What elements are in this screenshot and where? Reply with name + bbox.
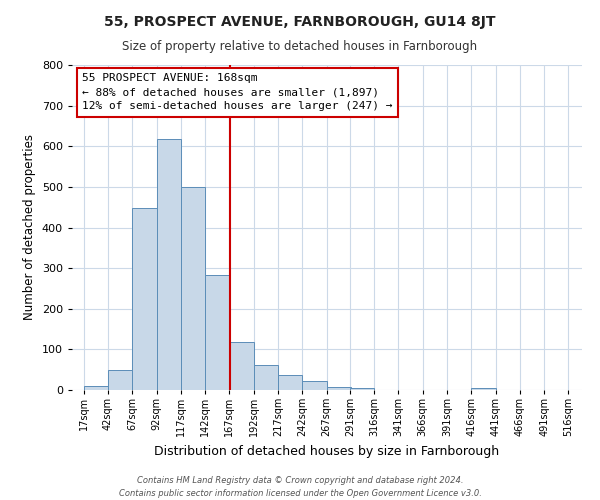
Bar bbox=[108, 370, 132, 390]
Bar bbox=[181, 187, 205, 390]
Y-axis label: Number of detached properties: Number of detached properties bbox=[23, 134, 36, 320]
Bar bbox=[326, 387, 351, 390]
Bar bbox=[83, 386, 108, 390]
Text: Contains HM Land Registry data © Crown copyright and database right 2024.
Contai: Contains HM Land Registry data © Crown c… bbox=[119, 476, 481, 498]
Bar bbox=[350, 388, 374, 390]
Text: 55 PROSPECT AVENUE: 168sqm
← 88% of detached houses are smaller (1,897)
12% of s: 55 PROSPECT AVENUE: 168sqm ← 88% of deta… bbox=[82, 73, 392, 111]
Bar bbox=[157, 140, 181, 390]
Bar bbox=[205, 275, 229, 390]
Text: 55, PROSPECT AVENUE, FARNBOROUGH, GU14 8JT: 55, PROSPECT AVENUE, FARNBOROUGH, GU14 8… bbox=[104, 15, 496, 29]
Bar bbox=[302, 381, 326, 390]
Bar bbox=[471, 388, 496, 390]
Bar bbox=[254, 365, 278, 390]
X-axis label: Distribution of detached houses by size in Farnborough: Distribution of detached houses by size … bbox=[154, 444, 500, 458]
Bar bbox=[278, 375, 302, 390]
Bar bbox=[132, 208, 157, 390]
Text: Size of property relative to detached houses in Farnborough: Size of property relative to detached ho… bbox=[122, 40, 478, 53]
Bar bbox=[229, 342, 254, 390]
